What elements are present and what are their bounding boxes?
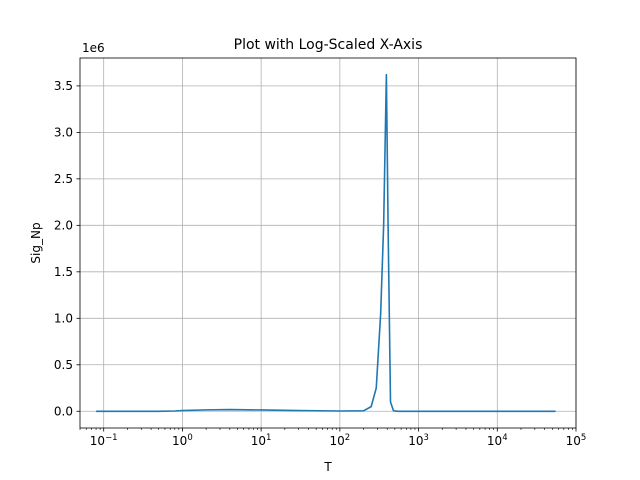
y-tick-label: 1.0 xyxy=(54,311,73,325)
y-tick-label: 0.0 xyxy=(54,404,73,418)
y-axis-label: Sig_Np xyxy=(29,222,43,263)
plot-frame xyxy=(79,57,577,429)
x-tick-label: 105 xyxy=(566,433,587,448)
y-tick-label: 2.5 xyxy=(54,172,73,186)
y-offset-label: 1e6 xyxy=(82,41,105,55)
x-axis-label: T xyxy=(323,460,332,474)
y-tick-label: 2.0 xyxy=(54,218,73,232)
y-tick-label: 3.5 xyxy=(54,79,73,93)
x-tick-label: 104 xyxy=(487,433,508,448)
x-tick-label: 102 xyxy=(329,433,350,448)
grid xyxy=(80,58,577,428)
x-tick-label: 101 xyxy=(251,433,272,448)
y-tick-label: 1.5 xyxy=(54,265,73,279)
x-tick-label: 10−1 xyxy=(90,433,118,448)
y-tick-label: 0.5 xyxy=(54,358,73,372)
x-tick-label: 103 xyxy=(408,433,429,448)
y-tick-label: 3.0 xyxy=(54,125,73,139)
series-line xyxy=(96,73,556,413)
x-axis: 10−1 100 101 102 103 104 105 xyxy=(79,428,587,448)
y-axis: 0.0 0.5 1.0 1.5 2.0 2.5 3.0 3.5 xyxy=(54,79,80,418)
x-tick-label: 100 xyxy=(172,433,193,448)
series-layer xyxy=(96,73,556,413)
chart-title: Plot with Log-Scaled X-Axis xyxy=(234,37,423,53)
